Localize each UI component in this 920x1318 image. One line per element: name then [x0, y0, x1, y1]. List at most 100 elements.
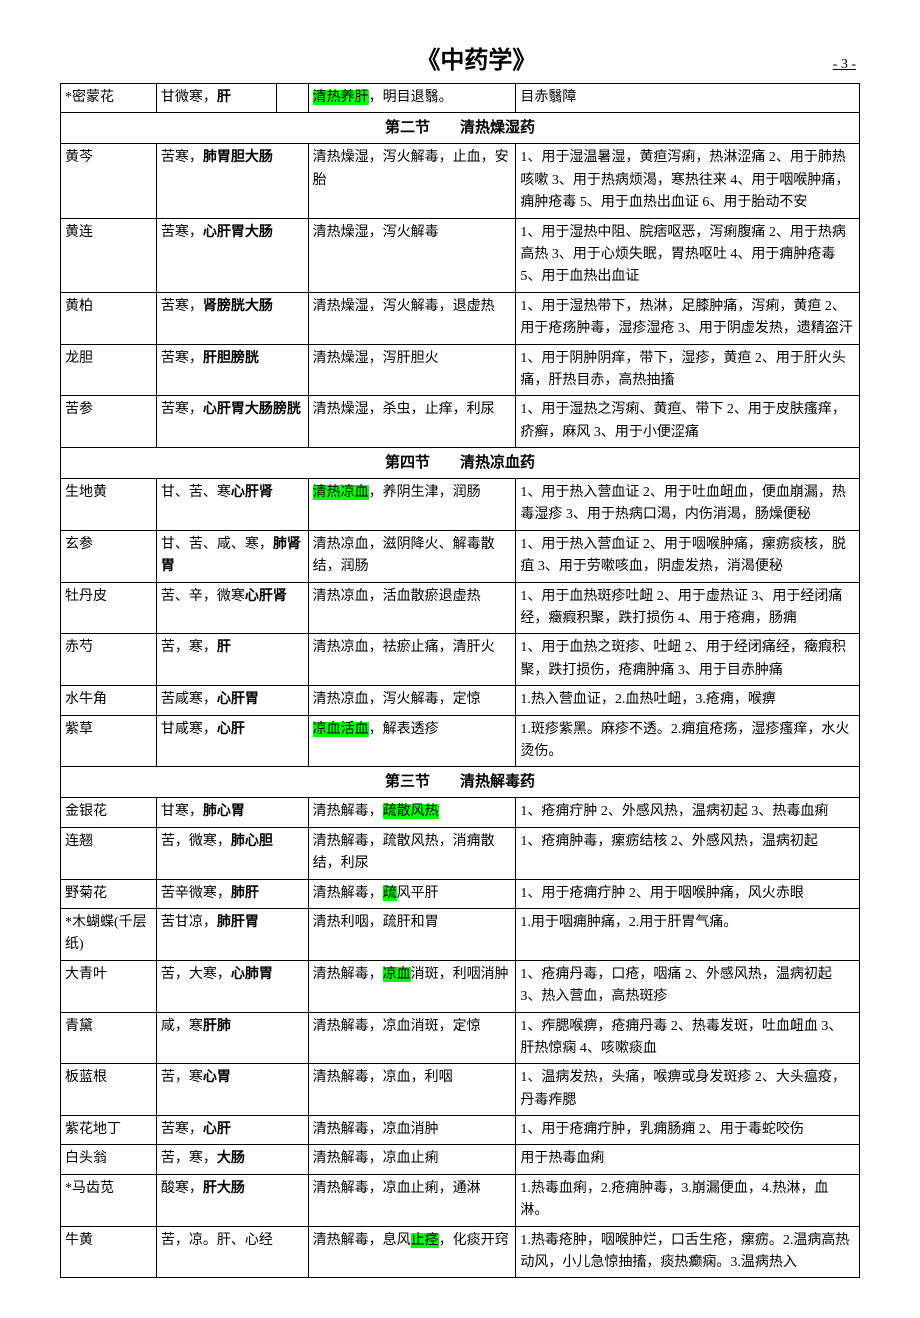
herb-use: 1、用于湿热带下，热淋，足膝肿痛，泻痢，黄疸 2、用于疮疡肿毒，湿疹湿疮 3、用…: [516, 292, 860, 344]
table-row: 金银花甘寒，肺心胃清热解毒，疏散风热1、疮痈疔肿 2、外感风热，温病初起 3、热…: [61, 798, 860, 827]
table-row: 黄芩苦寒，肺胃胆大肠清热燥湿，泻火解毒，止血，安胎1、用于湿温暑湿，黄疸泻痢，热…: [61, 144, 860, 218]
herb-use: 1、疮痈疔肿 2、外感风热，温病初起 3、热毒血痢: [516, 798, 860, 827]
herb-func: 清热燥湿，泻肝胆火: [308, 344, 516, 396]
herb-func: 清热凉血，活血散瘀退虚热: [308, 582, 516, 634]
herb-use: 1.热入营血证，2.血热吐衄，3.疮痈，喉痹: [516, 686, 860, 715]
table-row: 生地黄甘、苦、寒心肝肾清热凉血，养阴生津，润肠1、用于热入营血证 2、用于吐血衄…: [61, 479, 860, 531]
herb-use: 1、用于热入营血证 2、用于咽喉肿痛，瘰疬痰核，脱疽 3、用于劳嗽咳血，阴虚发热…: [516, 530, 860, 582]
herb-name: 野菊花: [61, 879, 157, 908]
herb-func: 凉血活血，解表透疹: [308, 715, 516, 767]
table-row: 牛黄苦，凉。肝、心经清热解毒，息风止痉，化痰开窍1.热毒疮肿，咽喉肿烂，口舌生疮…: [61, 1226, 860, 1278]
herb-prop: 苦、辛，微寒心肝肾: [156, 582, 308, 634]
herb-use: 1、用于血热斑疹吐衄 2、用于虚热证 3、用于经闭痛经，癥瘕积聚，跌打损伤 4、…: [516, 582, 860, 634]
spacer: [276, 84, 308, 113]
herb-prop: 苦寒，心肝: [156, 1116, 308, 1145]
table-row: 紫草甘咸寒，心肝凉血活血，解表透疹1.斑疹紫黑。麻疹不透。2.痈疽疮疡，湿疹瘙痒…: [61, 715, 860, 767]
herb-use: 1、用于疮痈疔肿 2、用于咽喉肿痛，风火赤眼: [516, 879, 860, 908]
herb-name: 板蓝根: [61, 1064, 157, 1116]
table-row: *密蒙花甘微寒，肝 清热养肝，明目退翳。目赤翳障: [61, 84, 860, 113]
doc-title: 《中药学》: [120, 40, 833, 75]
herb-name: *木蝴蝶(千层纸): [61, 908, 157, 960]
herb-name: 玄参: [61, 530, 157, 582]
table-row: 赤芍苦，寒，肝清热凉血，祛瘀止痛，清肝火1、用于血热之斑疹、吐衄 2、用于经闭痛…: [61, 634, 860, 686]
page-number: - 3 -: [833, 57, 860, 73]
herb-name: *密蒙花: [61, 84, 157, 113]
herb-prop: 甘咸寒，心肝: [156, 715, 308, 767]
herb-prop: 苦寒，心肝胃大肠膀胱: [156, 396, 308, 448]
herb-prop: 苦辛微寒，肺肝: [156, 879, 308, 908]
herb-func: 清热解毒，凉血消肿: [308, 1116, 516, 1145]
herb-name: 连翘: [61, 827, 157, 879]
table-row: 牡丹皮苦、辛，微寒心肝肾清热凉血，活血散瘀退虚热1、用于血热斑疹吐衄 2、用于虚…: [61, 582, 860, 634]
herb-use: 用于热毒血痢: [516, 1145, 860, 1174]
herb-use: 1.斑疹紫黑。麻疹不透。2.痈疽疮疡，湿疹瘙痒，水火烫伤。: [516, 715, 860, 767]
herb-name: 水牛角: [61, 686, 157, 715]
section-header: 第四节 清热凉血药: [61, 448, 860, 479]
herb-name: 大青叶: [61, 960, 157, 1012]
herb-func: 清热解毒，凉血消斑，定惊: [308, 1012, 516, 1064]
herb-prop: 苦寒，肝胆膀胱: [156, 344, 308, 396]
herb-name: 牛黄: [61, 1226, 157, 1278]
table-row: 龙胆苦寒，肝胆膀胱清热燥湿，泻肝胆火1、用于阴肿阴痒，带下，湿疹，黄疸 2、用于…: [61, 344, 860, 396]
herb-func: 清热解毒，凉血消斑，利咽消肿: [308, 960, 516, 1012]
herb-func: 清热解毒，疏散风热: [308, 798, 516, 827]
herb-prop: 苦咸寒，心肝胃: [156, 686, 308, 715]
herb-name: 苦参: [61, 396, 157, 448]
herb-func: 清热燥湿，泻火解毒，止血，安胎: [308, 144, 516, 218]
table-row: 紫花地丁苦寒，心肝清热解毒，凉血消肿1、用于疮痈疔肿，乳痈肠痈 2、用于毒蛇咬伤: [61, 1116, 860, 1145]
herb-name: 青黛: [61, 1012, 157, 1064]
herb-name: 赤芍: [61, 634, 157, 686]
herb-func: 清热养肝，明目退翳。: [308, 84, 516, 113]
herb-prop: 甘、苦、寒心肝肾: [156, 479, 308, 531]
table-row: 水牛角苦咸寒，心肝胃清热凉血，泻火解毒，定惊1.热入营血证，2.血热吐衄，3.疮…: [61, 686, 860, 715]
table-row: 大青叶苦，大寒，心肺胃清热解毒，凉血消斑，利咽消肿1、疮痈丹毒，口疮，咽痛 2、…: [61, 960, 860, 1012]
table-row: 板蓝根苦，寒心胃清热解毒，凉血，利咽1、温病发热，头痛，喉痹或身发斑疹 2、大头…: [61, 1064, 860, 1116]
herb-func: 清热凉血，祛瘀止痛，清肝火: [308, 634, 516, 686]
herb-use: 1、用于血热之斑疹、吐衄 2、用于经闭痛经，癥瘕积聚，跌打损伤，疮痈肿痛 3、用…: [516, 634, 860, 686]
table-row: 连翘苦，微寒，肺心胆清热解毒，疏散风热，消痈散结，利尿1、疮痈肿毒，瘰疬结核 2…: [61, 827, 860, 879]
herb-use: 1、用于阴肿阴痒，带下，湿疹，黄疸 2、用于肝火头痛，肝热目赤，高热抽搐: [516, 344, 860, 396]
table-row: 白头翁苦，寒，大肠清热解毒，凉血止痢用于热毒血痢: [61, 1145, 860, 1174]
herb-use: 1、用于湿温暑湿，黄疸泻痢，热淋涩痛 2、用于肺热咳嗽 3、用于热病烦渴，寒热往…: [516, 144, 860, 218]
herb-name: 紫花地丁: [61, 1116, 157, 1145]
herb-func: 清热解毒，疏风平肝: [308, 879, 516, 908]
herb-use: 1、用于湿热之泻痢、黄疸、带下 2、用于皮肤瘙痒，疥癣，麻风 3、用于小便涩痛: [516, 396, 860, 448]
herb-prop: 苦，寒，肝: [156, 634, 308, 686]
herb-func: 清热解毒，息风止痉，化痰开窍: [308, 1226, 516, 1278]
herb-use: 目赤翳障: [516, 84, 860, 113]
herb-func: 清热凉血，养阴生津，润肠: [308, 479, 516, 531]
herb-name: 黄芩: [61, 144, 157, 218]
herb-name: 黄连: [61, 218, 157, 292]
table-row: 黄柏苦寒，肾膀胱大肠清热燥湿，泻火解毒，退虚热1、用于湿热带下，热淋，足膝肿痛，…: [61, 292, 860, 344]
table-row: 黄连苦寒，心肝胃大肠清热燥湿，泻火解毒1、用于湿热中阻、脘痞呕恶，泻痢腹痛 2、…: [61, 218, 860, 292]
table-row: *木蝴蝶(千层纸)苦甘凉，肺肝胃清热利咽，疏肝和胃1.用于咽痈肿痛，2.用于肝胃…: [61, 908, 860, 960]
table-row: 苦参苦寒，心肝胃大肠膀胱清热燥湿，杀虫，止痒，利尿1、用于湿热之泻痢、黄疸、带下…: [61, 396, 860, 448]
herb-func: 清热解毒，凉血止痢，通淋: [308, 1174, 516, 1226]
herb-prop: 苦，寒心胃: [156, 1064, 308, 1116]
table-row: 玄参甘、苦、咸、寒，肺肾胃清热凉血，滋阴降火、解毒散结，润肠1、用于热入营血证 …: [61, 530, 860, 582]
herb-use: 1、温病发热，头痛，喉痹或身发斑疹 2、大头瘟疫，丹毒痄腮: [516, 1064, 860, 1116]
herb-use: 1.热毒血痢，2.疮痈肿毒，3.崩漏便血，4.热淋，血淋。: [516, 1174, 860, 1226]
herb-use: 1、用于热入营血证 2、用于吐血衄血，便血崩漏，热毒湿疹 3、用于热病口渴，内伤…: [516, 479, 860, 531]
herb-name: 生地黄: [61, 479, 157, 531]
herb-prop: 甘微寒，肝: [156, 84, 276, 113]
herb-name: *马齿苋: [61, 1174, 157, 1226]
herb-prop: 苦，微寒，肺心胆: [156, 827, 308, 879]
herb-use: 1、用于湿热中阻、脘痞呕恶，泻痢腹痛 2、用于热病高热 3、用于心烦失眠，胃热呕…: [516, 218, 860, 292]
herb-func: 清热燥湿，泻火解毒: [308, 218, 516, 292]
herb-func: 清热解毒，疏散风热，消痈散结，利尿: [308, 827, 516, 879]
herb-name: 龙胆: [61, 344, 157, 396]
section-header: 第三节 清热解毒药: [61, 767, 860, 798]
herb-prop: 苦，凉。肝、心经: [156, 1226, 308, 1278]
herb-prop: 甘、苦、咸、寒，肺肾胃: [156, 530, 308, 582]
herb-prop: 苦甘凉，肺肝胃: [156, 908, 308, 960]
herb-func: 清热燥湿，杀虫，止痒，利尿: [308, 396, 516, 448]
herb-name: 黄柏: [61, 292, 157, 344]
herb-name: 牡丹皮: [61, 582, 157, 634]
herb-func: 清热凉血，泻火解毒，定惊: [308, 686, 516, 715]
herb-use: 1.用于咽痈肿痛，2.用于肝胃气痛。: [516, 908, 860, 960]
herb-func: 清热凉血，滋阴降火、解毒散结，润肠: [308, 530, 516, 582]
herb-func: 清热解毒，凉血，利咽: [308, 1064, 516, 1116]
herb-prop: 咸，寒肝肺: [156, 1012, 308, 1064]
herb-prop: 酸寒，肝大肠: [156, 1174, 308, 1226]
